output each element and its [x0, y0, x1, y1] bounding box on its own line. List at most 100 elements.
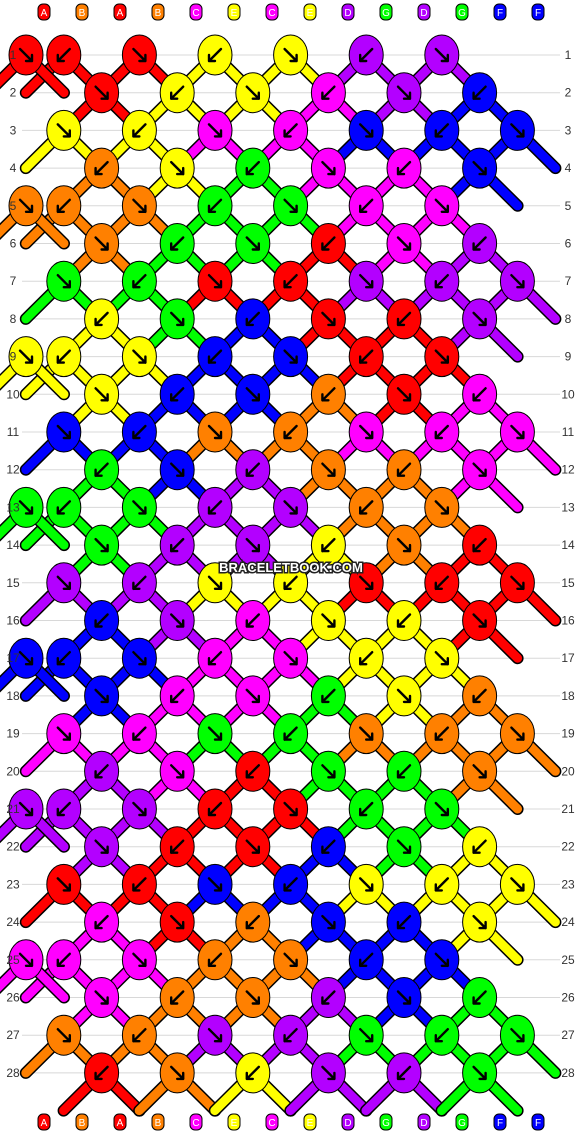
knot: [8, 34, 44, 76]
forward-knot-arrow-icon: [283, 801, 298, 817]
knot: [310, 373, 346, 415]
strand-label-top: G: [382, 8, 390, 19]
knot-grid: [8, 34, 535, 1094]
knot: [348, 713, 384, 755]
backward-knot-arrow-icon: [94, 160, 109, 176]
row-number-left: 22: [6, 840, 20, 854]
backward-knot-arrow-icon: [321, 990, 336, 1005]
knot: [499, 863, 535, 905]
strand-label-bottom: G: [382, 1118, 390, 1129]
strand-label-top-chip: [189, 3, 203, 21]
knot: [462, 524, 498, 566]
forward-knot-arrow-icon: [283, 47, 298, 63]
knot: [46, 788, 82, 830]
backward-knot-arrow-icon: [170, 839, 185, 854]
knot: [348, 411, 384, 453]
knot: [273, 486, 309, 528]
strand-label-bottom: B: [79, 1118, 86, 1129]
knot: [8, 486, 44, 528]
knot: [499, 109, 535, 151]
forward-knot-arrow-icon: [472, 914, 487, 930]
backward-knot-arrow-icon: [283, 1028, 298, 1043]
forward-knot-arrow-icon: [207, 274, 223, 289]
row-number-left: 13: [6, 500, 20, 514]
row-number-right: 6: [565, 237, 572, 251]
knot: [386, 750, 422, 792]
row-number-left: 7: [10, 274, 17, 288]
knot: [462, 750, 498, 792]
knot: [159, 977, 195, 1018]
forward-knot-arrow-icon: [245, 990, 260, 1005]
knot: [386, 449, 422, 491]
forward-knot-arrow-icon: [510, 877, 525, 892]
knot: [46, 34, 82, 76]
backward-knot-arrow-icon: [245, 462, 260, 477]
backward-knot-arrow-icon: [245, 1065, 260, 1081]
knot: [121, 788, 157, 830]
knot: [46, 109, 82, 151]
forward-knot-arrow-icon: [245, 839, 260, 854]
backward-knot-arrow-icon: [56, 500, 71, 515]
strand-label-bottom-chip: [113, 1113, 127, 1131]
strand-label-top: F: [497, 8, 503, 19]
knot: [8, 939, 44, 981]
forward-knot-arrow-icon: [434, 198, 449, 213]
backward-knot-arrow-icon: [434, 123, 449, 138]
knot: [348, 939, 384, 981]
row-number-left: 15: [6, 576, 20, 590]
row-number-left: 11: [7, 425, 20, 439]
row-number-right: 20: [561, 764, 575, 778]
knot: [273, 1014, 309, 1056]
forward-knot-arrow-icon: [510, 274, 525, 289]
knot: [386, 901, 422, 943]
knot: [386, 1052, 422, 1094]
knot: [197, 1014, 233, 1056]
knot: [235, 298, 271, 340]
knot: [159, 600, 195, 641]
backward-knot-arrow-icon: [132, 877, 147, 892]
knot: [46, 411, 82, 453]
forward-knot-arrow-icon: [434, 801, 449, 817]
backward-knot-arrow-icon: [56, 198, 71, 213]
knot: [8, 185, 44, 227]
backward-knot-arrow-icon: [321, 236, 336, 251]
forward-knot-arrow-icon: [434, 651, 449, 666]
row-number-right: 14: [561, 538, 575, 552]
knot: [121, 486, 157, 528]
strand-label-top-chip: [151, 3, 165, 21]
backward-knot-arrow-icon: [207, 952, 223, 967]
knot: [159, 223, 195, 264]
knot: [84, 223, 120, 264]
knot: [235, 1052, 271, 1094]
strand-label-bottom-chip: [189, 1113, 203, 1131]
forward-knot-arrow-icon: [245, 236, 260, 251]
backward-knot-arrow-icon: [472, 85, 487, 100]
backward-knot-arrow-icon: [321, 387, 336, 402]
forward-knot-arrow-icon: [472, 764, 487, 779]
knot: [84, 147, 120, 189]
knot: [462, 223, 498, 264]
backward-knot-arrow-icon: [321, 85, 336, 100]
knot: [235, 826, 271, 868]
knot: [235, 373, 271, 415]
knot: [462, 600, 498, 641]
forward-knot-arrow-icon: [56, 1028, 71, 1043]
forward-knot-arrow-icon: [396, 387, 412, 402]
backward-knot-arrow-icon: [132, 1028, 147, 1043]
backward-knot-arrow-icon: [321, 688, 336, 704]
knot: [273, 939, 309, 981]
forward-knot-arrow-icon: [510, 575, 525, 590]
strand-label-bottom: G: [458, 1118, 466, 1129]
strand-label-top-chip: [379, 3, 393, 21]
strand-label-top-chip: [531, 3, 545, 21]
knot: [386, 600, 422, 641]
forward-knot-arrow-icon: [283, 500, 298, 515]
knot: [386, 298, 422, 340]
knot: [462, 901, 498, 943]
knot: [84, 826, 120, 868]
knot: [84, 524, 120, 566]
strand-label-bottom-chip: [151, 1113, 165, 1131]
knot: [273, 713, 309, 755]
backward-knot-arrow-icon: [359, 500, 374, 515]
knot: [310, 901, 346, 943]
